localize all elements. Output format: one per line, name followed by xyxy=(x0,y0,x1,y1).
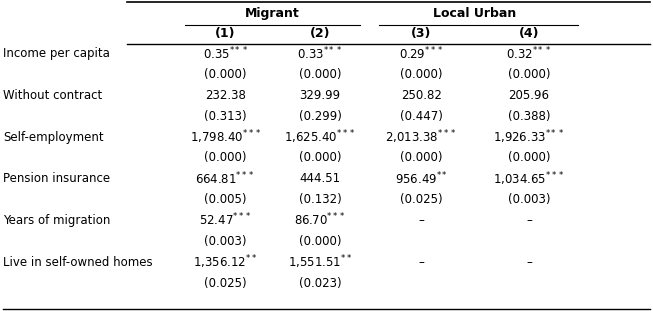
Text: Income per capita: Income per capita xyxy=(3,47,110,60)
Text: (1): (1) xyxy=(215,27,236,40)
Text: 0.35$^{***}$: 0.35$^{***}$ xyxy=(202,45,248,62)
Text: 250.82: 250.82 xyxy=(401,89,441,102)
Text: 1,356.12$^{**}$: 1,356.12$^{**}$ xyxy=(193,253,257,271)
Text: 1,798.40$^{***}$: 1,798.40$^{***}$ xyxy=(189,128,261,146)
Text: (0.003): (0.003) xyxy=(507,193,550,206)
Text: (0.313): (0.313) xyxy=(204,110,247,123)
Text: 86.70$^{***}$: 86.70$^{***}$ xyxy=(294,212,346,229)
Text: 329.99: 329.99 xyxy=(300,89,340,102)
Text: (0.000): (0.000) xyxy=(507,68,550,81)
Text: (4): (4) xyxy=(518,27,539,40)
Text: (0.000): (0.000) xyxy=(298,235,342,248)
Text: (2): (2) xyxy=(310,27,330,40)
Text: Pension insurance: Pension insurance xyxy=(3,172,110,185)
Text: 1,034.65$^{***}$: 1,034.65$^{***}$ xyxy=(493,170,565,188)
Text: (0.000): (0.000) xyxy=(400,68,443,81)
Text: –: – xyxy=(419,214,424,227)
Text: Migrant: Migrant xyxy=(246,7,300,20)
Text: 52.47$^{***}$: 52.47$^{***}$ xyxy=(199,212,251,229)
Text: (0.447): (0.447) xyxy=(400,110,443,123)
Text: (0.025): (0.025) xyxy=(400,193,443,206)
Text: Local Urban: Local Urban xyxy=(434,7,517,20)
Text: (0.388): (0.388) xyxy=(507,110,550,123)
Text: 0.32$^{***}$: 0.32$^{***}$ xyxy=(506,45,552,62)
Text: Years of migration: Years of migration xyxy=(3,214,110,227)
Text: –: – xyxy=(526,256,532,269)
Text: (0.003): (0.003) xyxy=(204,235,247,248)
Text: (0.005): (0.005) xyxy=(204,193,247,206)
Text: –: – xyxy=(419,256,424,269)
Text: (3): (3) xyxy=(411,27,432,40)
Text: 444.51: 444.51 xyxy=(300,172,340,185)
Text: –: – xyxy=(526,214,532,227)
Text: (0.000): (0.000) xyxy=(400,151,443,165)
Text: 0.33$^{***}$: 0.33$^{***}$ xyxy=(297,45,343,62)
Text: (0.000): (0.000) xyxy=(298,151,342,165)
Text: (0.000): (0.000) xyxy=(507,151,550,165)
Text: 2,013.38$^{***}$: 2,013.38$^{***}$ xyxy=(385,128,457,146)
Text: 0.29$^{***}$: 0.29$^{***}$ xyxy=(399,45,443,62)
Text: 1,625.40$^{***}$: 1,625.40$^{***}$ xyxy=(284,128,356,146)
Text: Without contract: Without contract xyxy=(3,89,103,102)
Text: 232.38: 232.38 xyxy=(205,89,246,102)
Text: 956.49$^{**}$: 956.49$^{**}$ xyxy=(394,170,448,187)
Text: 1,926.33$^{***}$: 1,926.33$^{***}$ xyxy=(493,128,565,146)
Text: (0.000): (0.000) xyxy=(204,68,247,81)
Text: Live in self-owned homes: Live in self-owned homes xyxy=(3,256,153,269)
Text: (0.000): (0.000) xyxy=(298,68,342,81)
Text: 205.96: 205.96 xyxy=(509,89,549,102)
Text: (0.025): (0.025) xyxy=(204,276,247,290)
Text: 1,551.51$^{**}$: 1,551.51$^{**}$ xyxy=(288,253,352,271)
Text: (0.299): (0.299) xyxy=(298,110,342,123)
Text: (0.132): (0.132) xyxy=(298,193,342,206)
Text: (0.023): (0.023) xyxy=(298,276,342,290)
Text: Self-employment: Self-employment xyxy=(3,131,104,144)
Text: (0.000): (0.000) xyxy=(204,151,247,165)
Text: 664.81$^{***}$: 664.81$^{***}$ xyxy=(195,170,255,187)
